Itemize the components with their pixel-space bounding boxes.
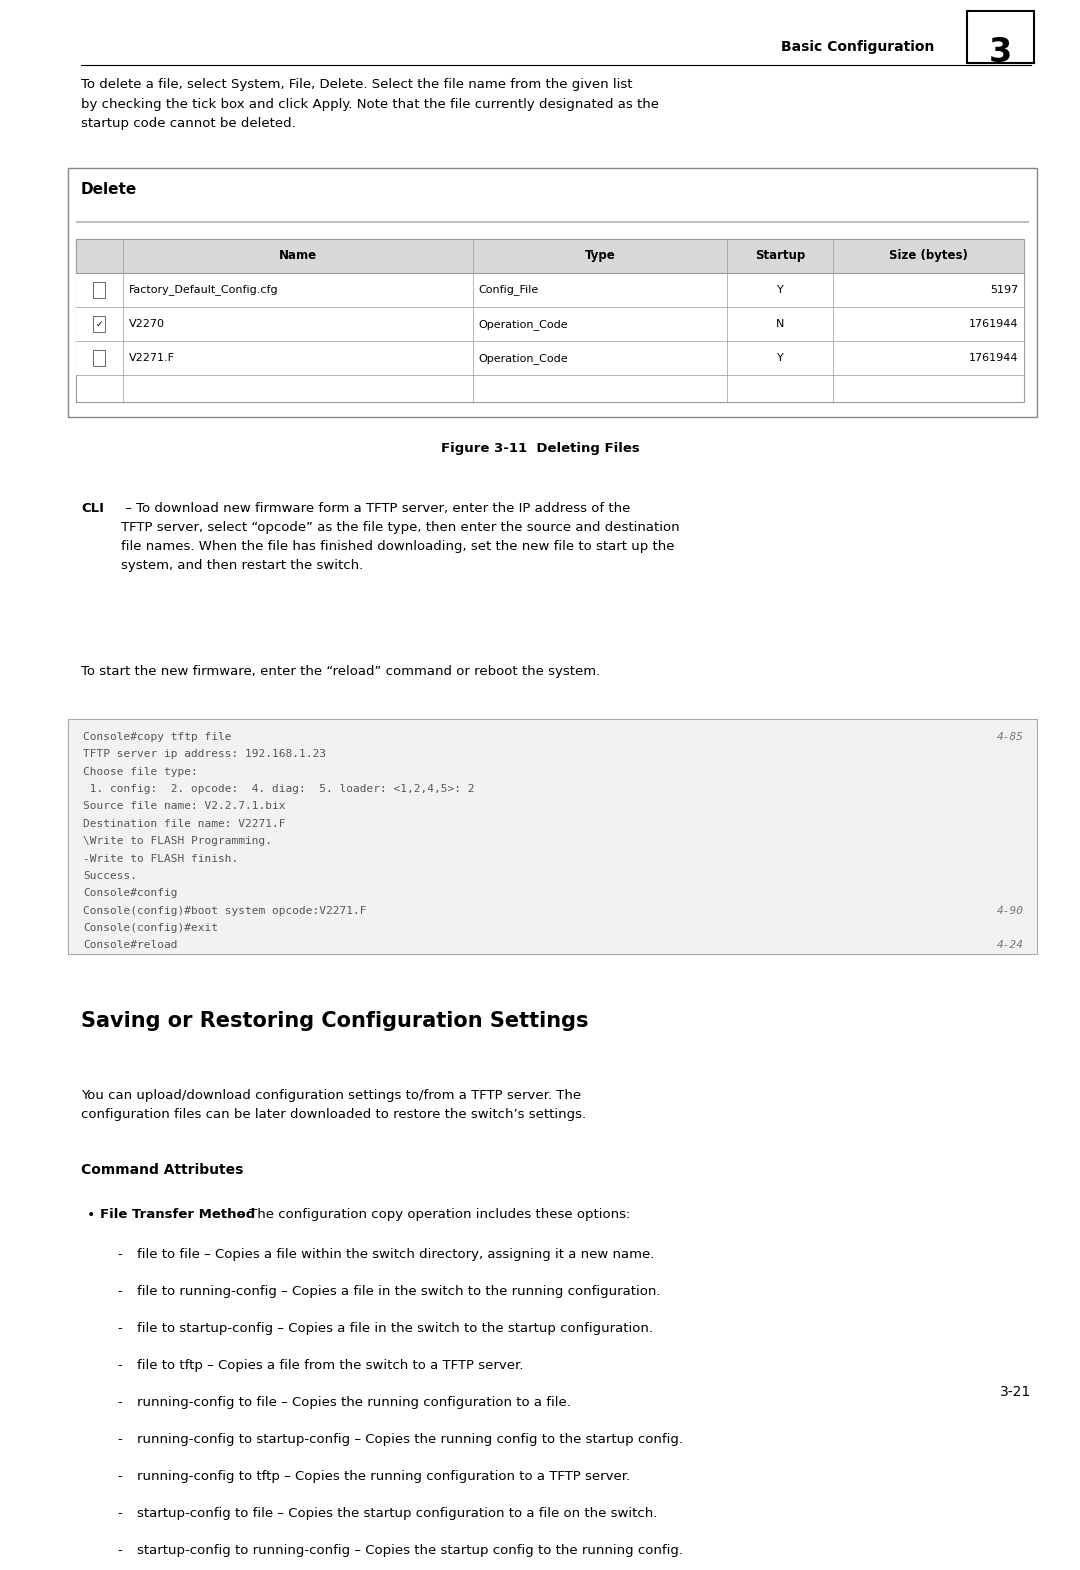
Text: startup-config to running-config – Copies the startup config to the running conf: startup-config to running-config – Copie… (137, 1543, 684, 1557)
Text: 4-85: 4-85 (997, 732, 1024, 743)
Text: Y: Y (777, 353, 783, 363)
Text: Factory_Default_Config.cfg: Factory_Default_Config.cfg (129, 284, 279, 295)
Text: Console#reload: Console#reload (83, 940, 177, 950)
Text: Console(config)#boot system opcode:V2271.F: Console(config)#boot system opcode:V2271… (83, 906, 366, 915)
Text: 1761944: 1761944 (969, 319, 1018, 330)
Text: -Write to FLASH finish.: -Write to FLASH finish. (83, 854, 239, 864)
Text: -: - (118, 1360, 122, 1372)
Text: V2271.F: V2271.F (129, 353, 175, 363)
Text: 1. config:  2. opcode:  4. diag:  5. loader: <1,2,4,5>: 2: 1. config: 2. opcode: 4. diag: 5. loader… (83, 783, 475, 794)
Text: Source file name: V2.2.7.1.bix: Source file name: V2.2.7.1.bix (83, 802, 285, 812)
Text: CLI: CLI (81, 502, 104, 515)
Text: -: - (118, 1433, 122, 1446)
Text: Console#copy tftp file: Console#copy tftp file (83, 732, 231, 743)
Text: Saving or Restoring Configuration Settings: Saving or Restoring Configuration Settin… (81, 1011, 589, 1031)
Text: Console#config: Console#config (83, 889, 177, 898)
Text: -: - (118, 1322, 122, 1334)
Bar (94, 350, 106, 366)
Text: 3-21: 3-21 (1000, 1385, 1031, 1399)
Text: 3: 3 (988, 36, 1012, 69)
Text: – The configuration copy operation includes these options:: – The configuration copy operation inclu… (234, 1209, 631, 1221)
Text: -: - (118, 1248, 122, 1261)
Text: Choose file type:: Choose file type: (83, 766, 198, 777)
Text: Operation_Code: Operation_Code (478, 353, 568, 364)
Bar (68, 168, 1037, 416)
Text: -: - (118, 1396, 122, 1408)
Text: 1761944: 1761944 (969, 353, 1018, 363)
Text: 4-90: 4-90 (997, 906, 1024, 915)
Text: File Transfer Method: File Transfer Method (100, 1209, 256, 1221)
Text: startup-config to file – Copies the startup configuration to a file on the switc: startup-config to file – Copies the star… (137, 1507, 658, 1520)
Text: 5197: 5197 (990, 286, 1018, 295)
Text: -: - (118, 1286, 122, 1298)
Text: running-config to startup-config – Copies the running config to the startup conf: running-config to startup-config – Copie… (137, 1433, 684, 1446)
Text: To delete a file, select System, File, Delete. Select the file name from the giv: To delete a file, select System, File, D… (81, 78, 659, 130)
Text: file to startup-config – Copies a file in the switch to the startup configuratio: file to startup-config – Copies a file i… (137, 1322, 653, 1334)
Text: Config_File: Config_File (478, 284, 539, 295)
Text: Type: Type (584, 250, 616, 262)
Text: Console(config)#exit: Console(config)#exit (83, 923, 218, 933)
Bar (76, 239, 1024, 402)
Text: Destination file name: V2271.F: Destination file name: V2271.F (83, 820, 285, 829)
Bar (76, 341, 1024, 375)
Text: running-config to file – Copies the running configuration to a file.: running-config to file – Copies the runn… (137, 1396, 571, 1408)
Text: To start the new firmware, enter the “reload” command or reboot the system.: To start the new firmware, enter the “re… (81, 666, 600, 678)
Text: TFTP server ip address: 192.168.1.23: TFTP server ip address: 192.168.1.23 (83, 749, 326, 760)
Bar (967, 11, 1034, 63)
Text: Delete: Delete (81, 182, 137, 196)
Text: ✓: ✓ (96, 320, 104, 328)
Bar (68, 719, 1037, 955)
Text: Size (bytes): Size (bytes) (889, 250, 968, 262)
Text: Success.: Success. (83, 871, 137, 881)
Bar (76, 239, 1024, 273)
Text: Operation_Code: Operation_Code (478, 319, 568, 330)
Text: Y: Y (777, 286, 783, 295)
Text: file to file – Copies a file within the switch directory, assigning it a new nam: file to file – Copies a file within the … (137, 1248, 654, 1261)
Text: running-config to tftp – Copies the running configuration to a TFTP server.: running-config to tftp – Copies the runn… (137, 1470, 631, 1484)
Text: \Write to FLASH Programming.: \Write to FLASH Programming. (83, 837, 272, 846)
Text: V2270: V2270 (129, 319, 164, 330)
Text: Basic Configuration: Basic Configuration (781, 39, 934, 53)
Bar (76, 273, 1024, 308)
Text: -: - (118, 1543, 122, 1557)
Text: -: - (118, 1507, 122, 1520)
Text: file to tftp – Copies a file from the switch to a TFTP server.: file to tftp – Copies a file from the sw… (137, 1360, 524, 1372)
Text: Command Attributes: Command Attributes (81, 1163, 243, 1178)
Bar (94, 283, 106, 298)
Text: Name: Name (279, 250, 318, 262)
Text: You can upload/download configuration settings to/from a TFTP server. The
config: You can upload/download configuration se… (81, 1090, 586, 1121)
Bar (94, 316, 106, 331)
Text: 4-24: 4-24 (997, 940, 1024, 950)
Text: •: • (86, 1209, 95, 1223)
Text: Figure 3-11  Deleting Files: Figure 3-11 Deleting Files (441, 443, 639, 455)
Text: file to running-config – Copies a file in the switch to the running configuratio: file to running-config – Copies a file i… (137, 1286, 661, 1298)
Text: – To download new firmware form a TFTP server, enter the IP address of the
TFTP : – To download new firmware form a TFTP s… (121, 502, 679, 571)
Text: -: - (118, 1470, 122, 1484)
Text: N: N (775, 319, 784, 330)
Bar (76, 308, 1024, 341)
Text: Startup: Startup (755, 250, 806, 262)
